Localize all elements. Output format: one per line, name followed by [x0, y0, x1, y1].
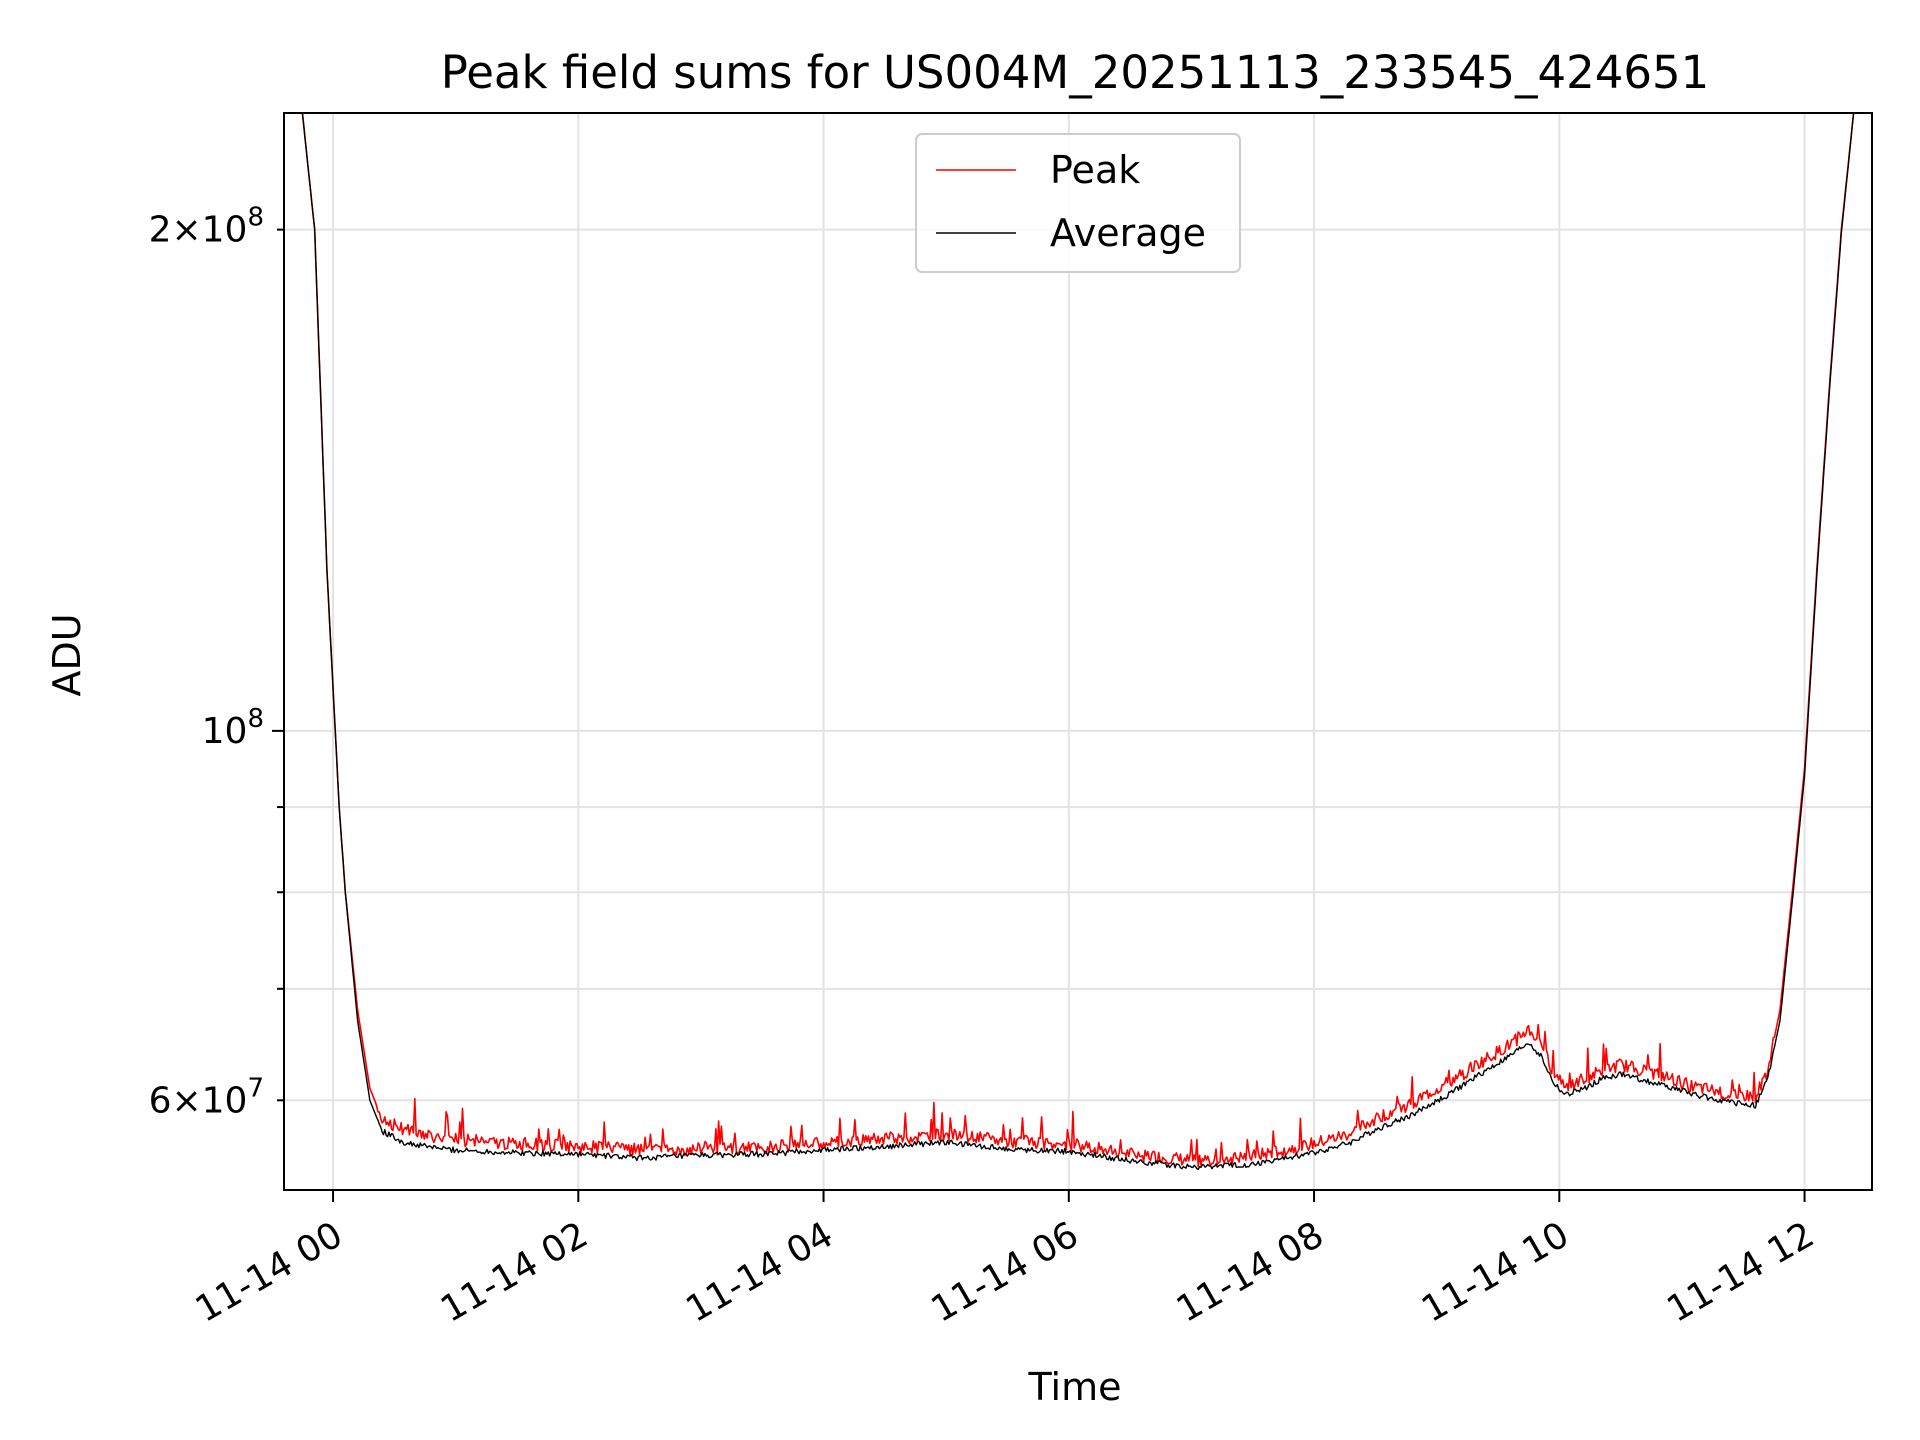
legend-label-average: Average: [1050, 211, 1206, 255]
y-tick-label: 108: [202, 704, 264, 752]
legend: Peak Average: [915, 133, 1241, 273]
plot-frame: [283, 112, 1873, 1191]
y-tick-label: 2×108: [149, 203, 264, 251]
y-axis: 108 6×107 2×108: [149, 203, 284, 1121]
series-line-average: [284, 112, 1872, 1171]
legend-label-peak: Peak: [1050, 148, 1140, 192]
series-line-peak: [284, 112, 1872, 1168]
plot-series: [284, 112, 1872, 1171]
y-tick-label: 6×107: [149, 1073, 264, 1121]
chart-title: Peak field sums for US004M_20251113_2335…: [441, 46, 1710, 99]
y-axis-label: ADU: [45, 613, 89, 696]
x-axis-label: Time: [1028, 1365, 1122, 1409]
legend-box: [915, 133, 1241, 273]
